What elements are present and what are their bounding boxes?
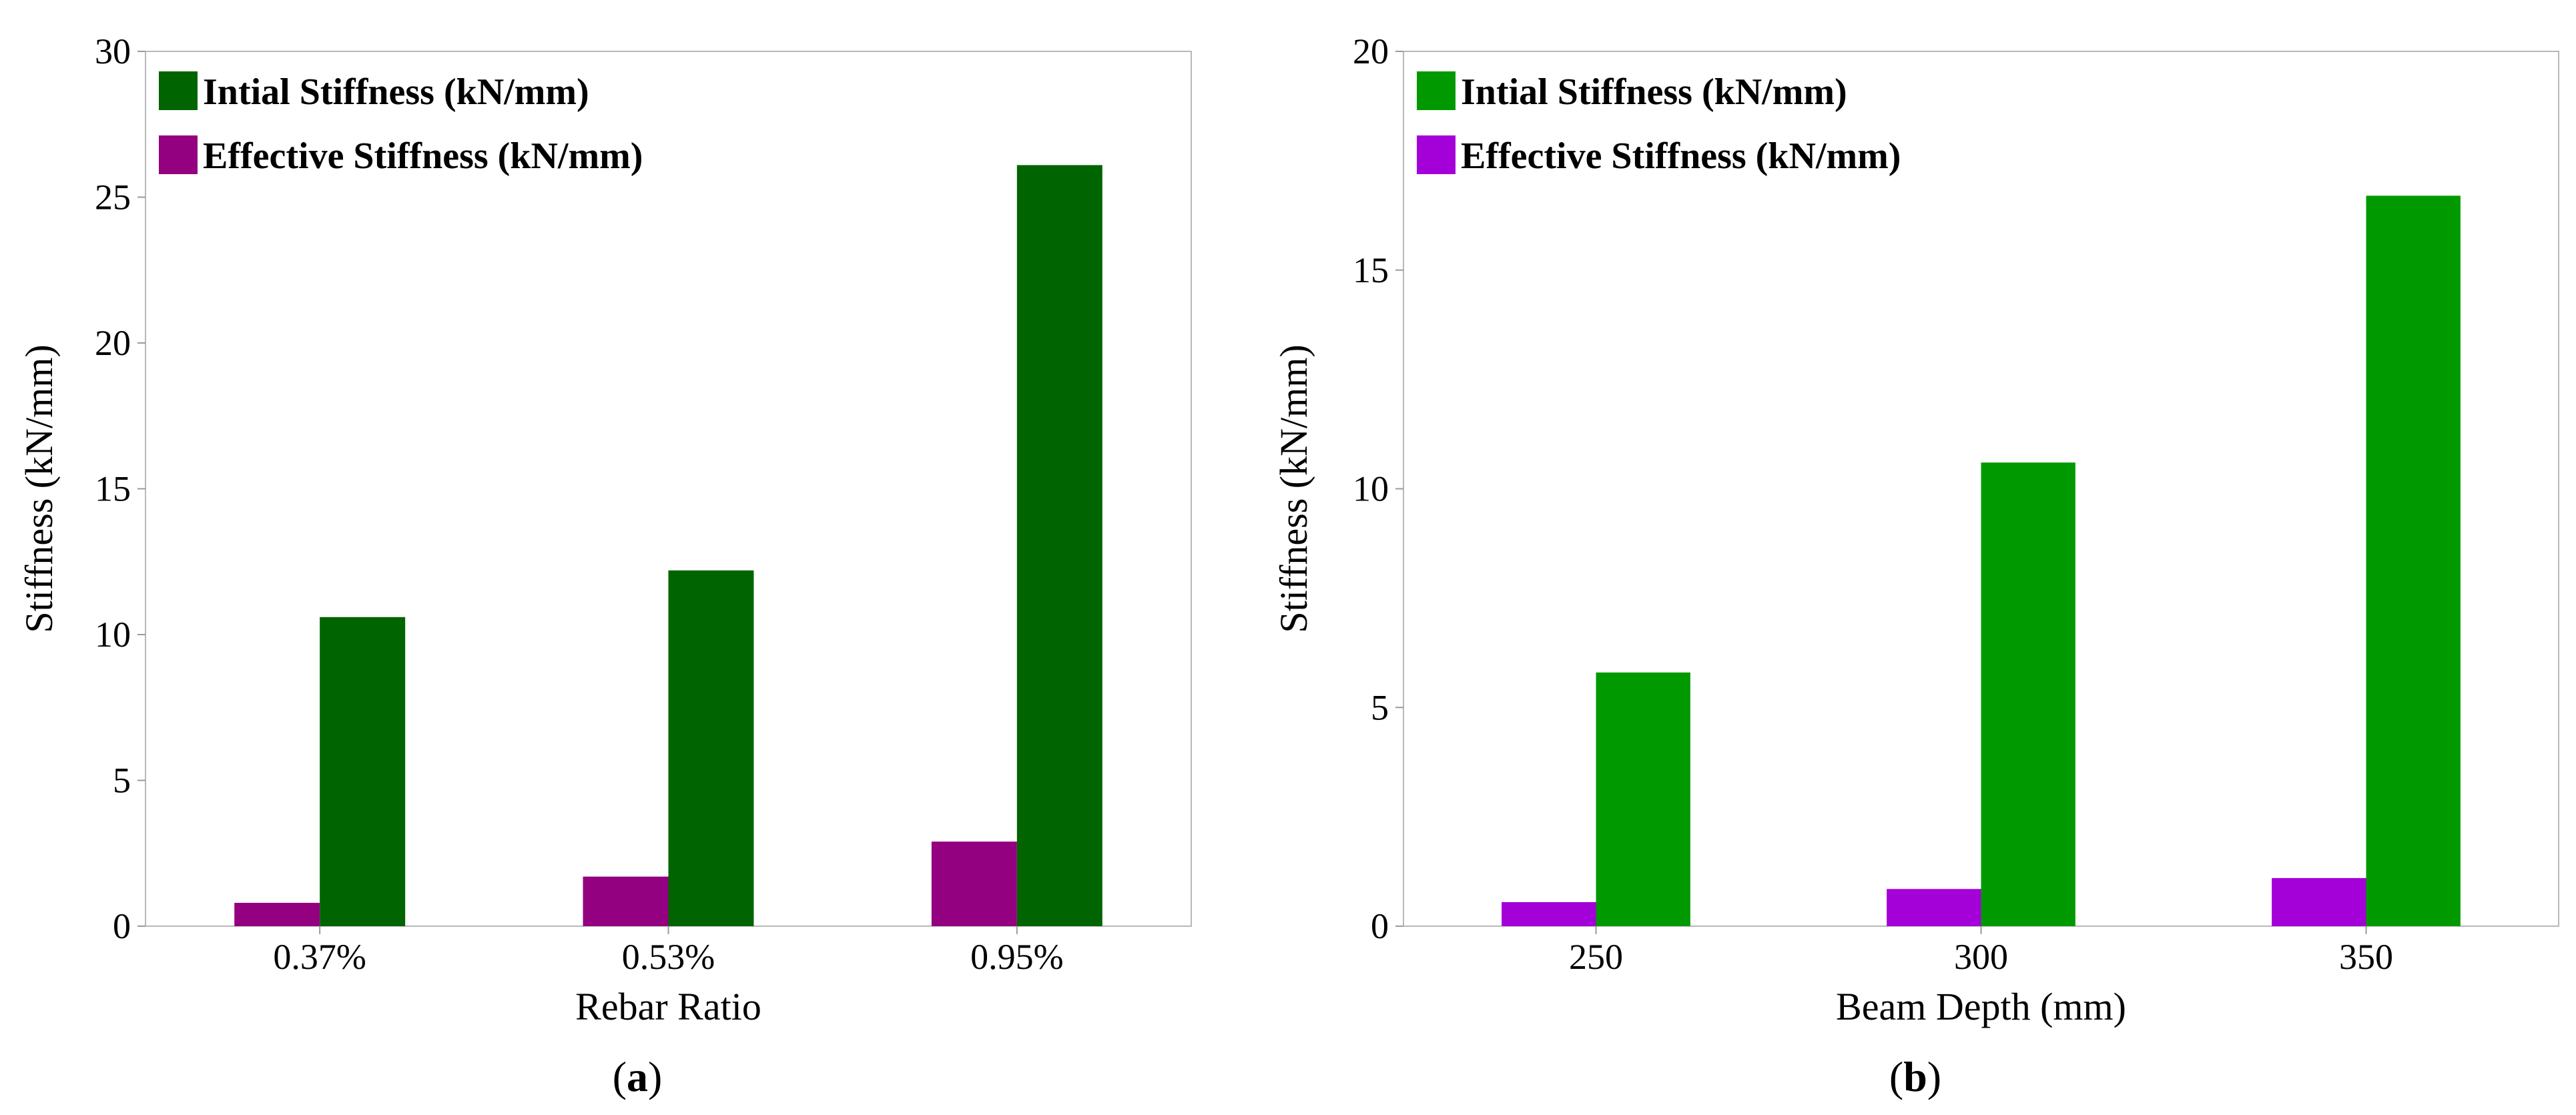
y-tick-label: 15 — [95, 469, 131, 509]
x-tick-label: 0.53% — [622, 937, 715, 977]
y-tick-label: 15 — [1353, 250, 1389, 290]
y-tick-label: 20 — [1353, 31, 1389, 71]
y-tick-label: 10 — [95, 615, 131, 655]
legend-swatch-1 — [159, 135, 198, 174]
bar-effective-0 — [234, 903, 320, 926]
legend-label-1: Effective Stiffness (kN/mm) — [1461, 135, 1901, 177]
x-tick-label: 0.37% — [273, 937, 366, 977]
bar-initial-2 — [1016, 165, 1102, 927]
panel-label: (b) — [1889, 1053, 1941, 1100]
y-tick-label: 25 — [95, 177, 131, 218]
bar-initial-1 — [1981, 462, 2075, 926]
y-tick-label: 0 — [113, 906, 131, 946]
legend-swatch-1 — [1417, 135, 1456, 174]
y-tick-label: 5 — [113, 761, 131, 801]
bar-effective-1 — [583, 876, 669, 926]
bar-initial-0 — [320, 617, 406, 926]
legend-swatch-0 — [1417, 71, 1456, 110]
chart-panel-a: 0 5 10 15 20 25 30 0.37% 0.53% 0.95% Rebar Ratio St… — [17, 31, 1192, 1100]
bar-effective-2 — [931, 841, 1017, 926]
bar-effective-0 — [1502, 901, 1596, 926]
bar-effective-1 — [1887, 889, 1981, 926]
bar-effective-2 — [2272, 877, 2366, 926]
legend-label-0: Intial Stiffness (kN/mm) — [1461, 71, 1847, 113]
y-tick-label: 20 — [95, 323, 131, 363]
bar-initial-2 — [2366, 196, 2461, 927]
legend-label-1: Effective Stiffness (kN/mm) — [203, 135, 643, 177]
panel-label: (a) — [613, 1053, 663, 1100]
x-axis-title: Beam Depth (mm) — [1836, 985, 2126, 1028]
y-axis-title: Stiffness (kN/mm) — [17, 344, 61, 633]
y-tick-label: 10 — [1353, 469, 1389, 509]
y-tick-label: 30 — [95, 31, 131, 71]
x-axis-title: Rebar Ratio — [575, 985, 761, 1028]
x-tick-label: 350 — [2339, 937, 2393, 977]
chart-panel-b: 0 5 10 15 20 250 300 350 Beam Depth (mm) Stiffnes… — [1272, 31, 2559, 1100]
bar-initial-1 — [668, 570, 754, 926]
bar-initial-0 — [1596, 672, 1690, 926]
x-tick-label: 0.95% — [970, 937, 1063, 977]
x-tick-label: 300 — [1954, 937, 2008, 977]
legend-label-0: Intial Stiffness (kN/mm) — [203, 71, 589, 113]
y-tick-label: 0 — [1371, 906, 1389, 946]
y-axis-title: Stiffness (kN/mm) — [1272, 344, 1315, 633]
x-tick-label: 250 — [1569, 937, 1623, 977]
legend-swatch-0 — [159, 71, 198, 110]
y-tick-label: 5 — [1371, 687, 1389, 727]
